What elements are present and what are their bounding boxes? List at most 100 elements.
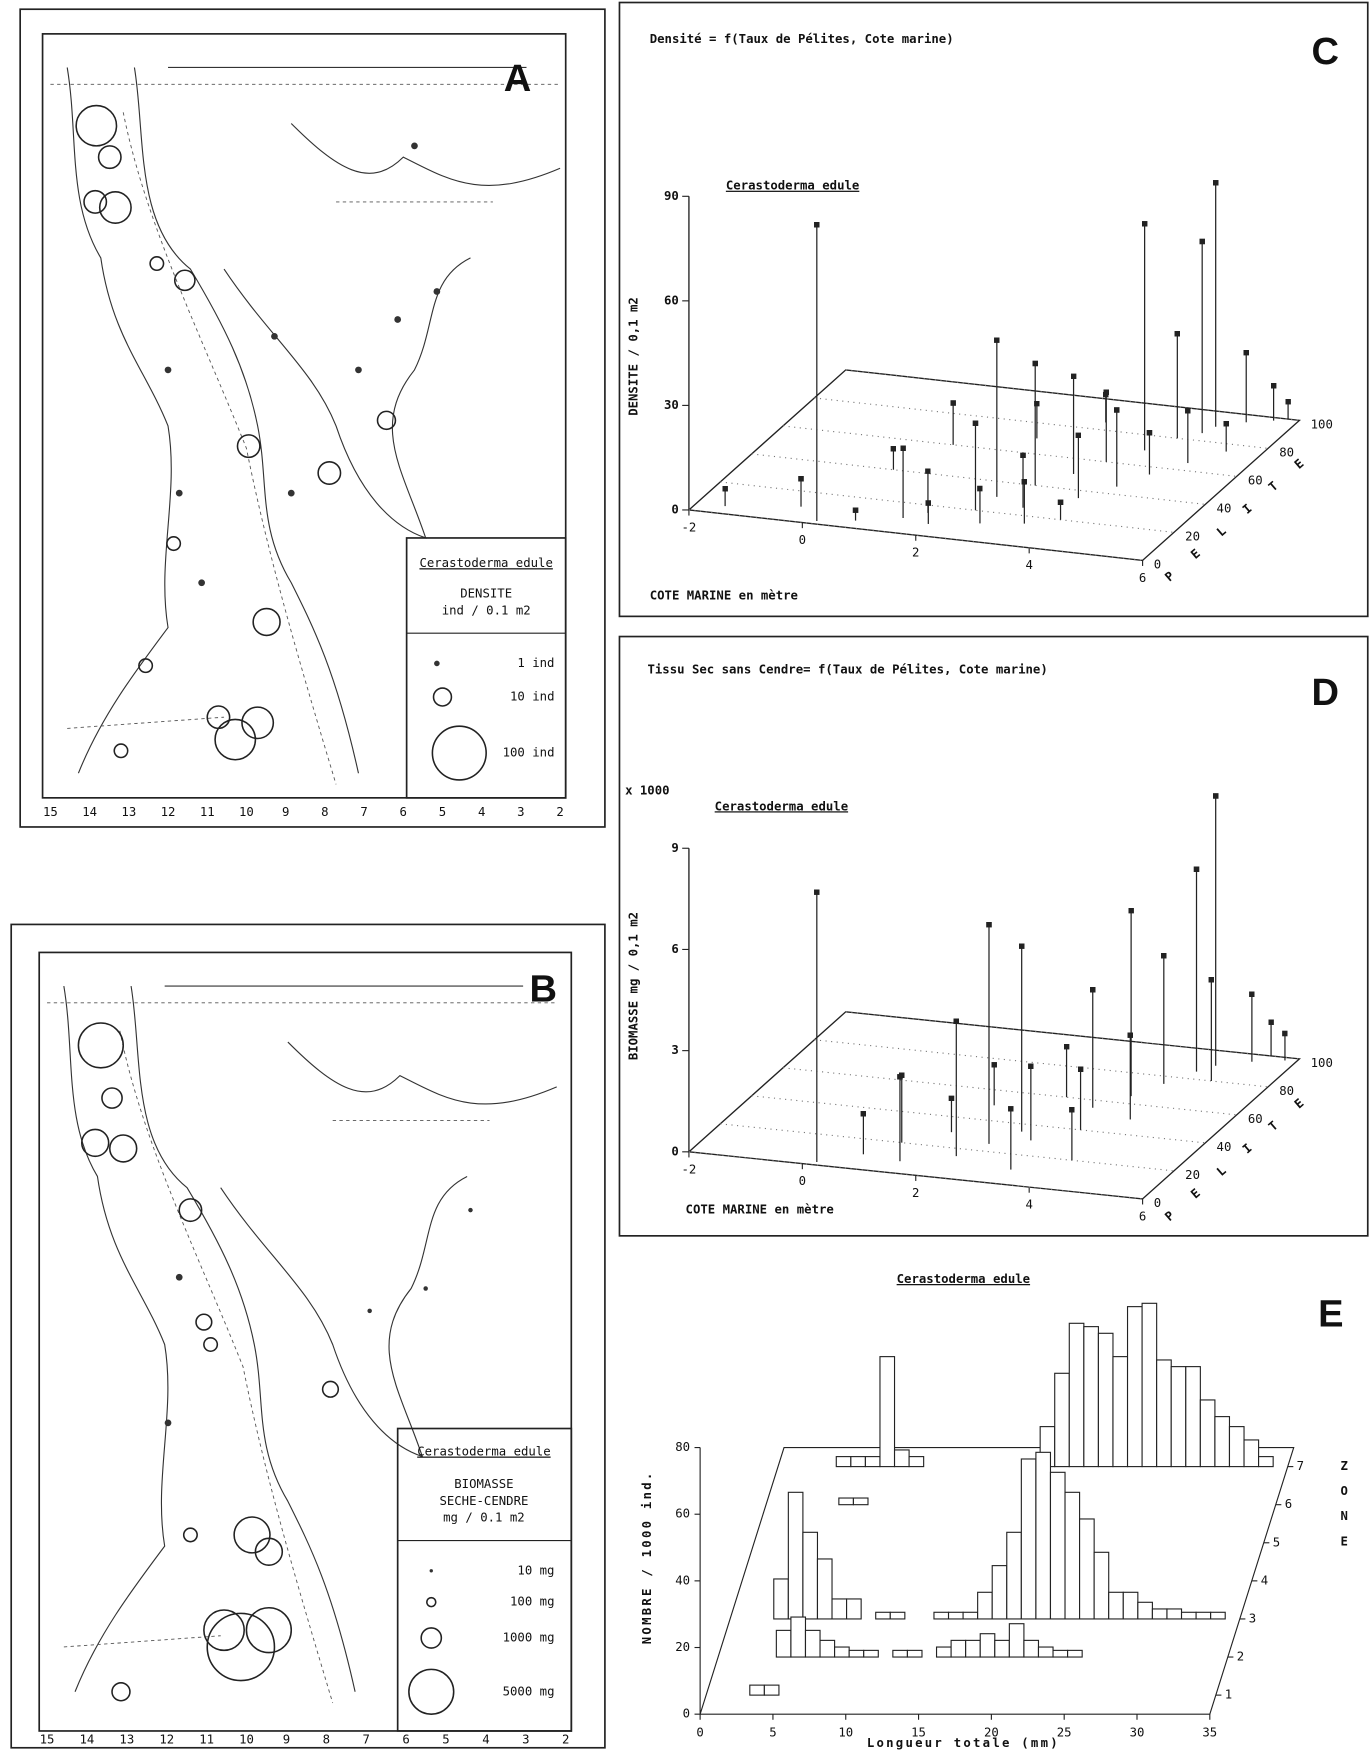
panel-letter: D (1311, 672, 1339, 714)
x-axis-label: COTE MARINE en mètre (650, 589, 798, 603)
y-tick-label: 0 (683, 1707, 690, 1721)
legend-line: ind / 0.1 m2 (442, 603, 531, 617)
bar (1037, 1646, 1054, 1658)
grid-line (751, 453, 1206, 505)
legend-species: Cerastoderma edule (417, 1445, 550, 1459)
bar (1166, 1608, 1183, 1620)
map-axis-label: 2 (556, 805, 563, 819)
grid-line (814, 397, 1269, 449)
bar (749, 1684, 765, 1696)
x-tick-label: 6 (1139, 571, 1146, 585)
map-axis-label: 8 (323, 1732, 330, 1746)
grid-line (782, 425, 1237, 477)
z-tick-label: 6 (671, 942, 678, 956)
bar (950, 1639, 967, 1658)
z-tick-label: 9 (671, 841, 678, 855)
map-axis-label: 7 (363, 1732, 370, 1746)
zone-tick-label: 5 (1273, 1535, 1280, 1549)
bar (852, 1497, 869, 1506)
bar (850, 1456, 866, 1468)
grid-line (720, 481, 1175, 533)
bar (773, 1578, 789, 1620)
map-axis-label: 4 (482, 1732, 489, 1746)
x-tick-label: 20 (984, 1726, 999, 1740)
bar (947, 1611, 964, 1620)
y-tick-label: 20 (675, 1640, 690, 1654)
bar (848, 1649, 865, 1658)
bar (804, 1629, 821, 1658)
legend-label: 100 ind (503, 746, 555, 760)
y-tick-label: 20 (1185, 529, 1200, 543)
z-tick-label: 90 (664, 189, 679, 203)
y-tick-label: 60 (1248, 473, 1263, 487)
bar (1243, 1439, 1260, 1468)
bar (1052, 1649, 1069, 1658)
legend-label: 100 mg (510, 1595, 554, 1609)
y-tick-label: 40 (675, 1573, 690, 1587)
map-axis-label: 12 (159, 1732, 174, 1746)
panel-frame (618, 1, 1369, 618)
chart-title: Tissu Sec sans Cendre= f(Taux de Pélites… (647, 663, 1047, 677)
bar (834, 1646, 850, 1658)
x-tick-label: 2 (912, 1186, 919, 1200)
map-axis-label: 4 (478, 805, 485, 819)
bar (1126, 1306, 1143, 1468)
map-axis-label: 14 (82, 805, 97, 819)
y-tick-label: 80 (1279, 445, 1294, 459)
bar (1067, 1649, 1083, 1658)
x-tick-label: 25 (1057, 1726, 1072, 1740)
bar (1122, 1591, 1139, 1620)
bar (816, 1558, 833, 1620)
y-tick-label: 100 (1311, 1056, 1333, 1070)
legend-symbol (431, 725, 487, 781)
bar (962, 1611, 979, 1620)
legend-species: Cerastoderma edule (419, 556, 552, 570)
legend-label: 1000 mg (503, 1630, 555, 1644)
y-axis-label: NOMBRE / 1000 ind. (640, 1470, 654, 1644)
y-tick-label: 40 (1217, 501, 1232, 515)
map-axis-label: 10 (239, 805, 254, 819)
bar (991, 1565, 1008, 1620)
zone-tick-label: 6 (1285, 1497, 1292, 1511)
bar (1156, 1359, 1172, 1468)
map-frame (10, 923, 606, 1749)
map-a: A Cerastoderma edule (19, 8, 606, 828)
bar (863, 1649, 879, 1658)
y-tick-label: 20 (1185, 1168, 1200, 1182)
bar (846, 1598, 862, 1620)
grid-line (782, 1067, 1237, 1116)
z-axis-label: DENSITE / 0,1 m2 (627, 297, 641, 416)
y-tick-label: 40 (1217, 1140, 1232, 1154)
y-tick-label: 80 (1279, 1084, 1294, 1098)
map-axis-label: 14 (80, 1732, 95, 1746)
bar (994, 1639, 1010, 1658)
y-tick-label: 60 (1248, 1112, 1263, 1126)
floor (687, 369, 1301, 562)
x-tick-label: 6 (1139, 1209, 1146, 1223)
bar (1151, 1608, 1168, 1620)
panel-letter: A (504, 58, 532, 100)
legend-label: 5000 mg (503, 1684, 555, 1698)
grid-line (751, 1095, 1206, 1144)
bar (1097, 1332, 1114, 1468)
panel-letter: B (530, 969, 558, 1011)
x-tick-label: 0 (799, 533, 806, 547)
x-tick-label: 0 (696, 1726, 703, 1740)
bar (906, 1649, 923, 1658)
zone-tick-label: 1 (1225, 1688, 1232, 1702)
panel-frame (618, 635, 1369, 1237)
y-tick-label: 100 (1311, 417, 1333, 431)
floor (687, 1011, 1302, 1200)
bar (1049, 1471, 1066, 1620)
legend-line: mg / 0.1 m2 (443, 1511, 525, 1525)
bar (787, 1491, 804, 1620)
bar (875, 1611, 891, 1620)
x-tick-label: 35 (1202, 1726, 1217, 1740)
legend-symbol (432, 687, 453, 707)
x-tick-label: 10 (838, 1726, 853, 1740)
map-axis-label: 15 (43, 805, 58, 819)
x-axis-label: COTE MARINE en mètre (686, 1203, 834, 1217)
bar (831, 1598, 848, 1620)
bar (835, 1456, 852, 1468)
legend-label: 10 mg (517, 1563, 554, 1577)
